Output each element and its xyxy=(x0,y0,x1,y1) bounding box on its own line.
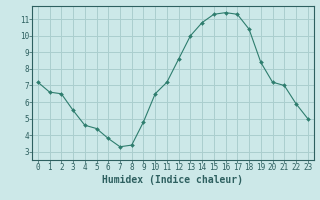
X-axis label: Humidex (Indice chaleur): Humidex (Indice chaleur) xyxy=(102,175,243,185)
